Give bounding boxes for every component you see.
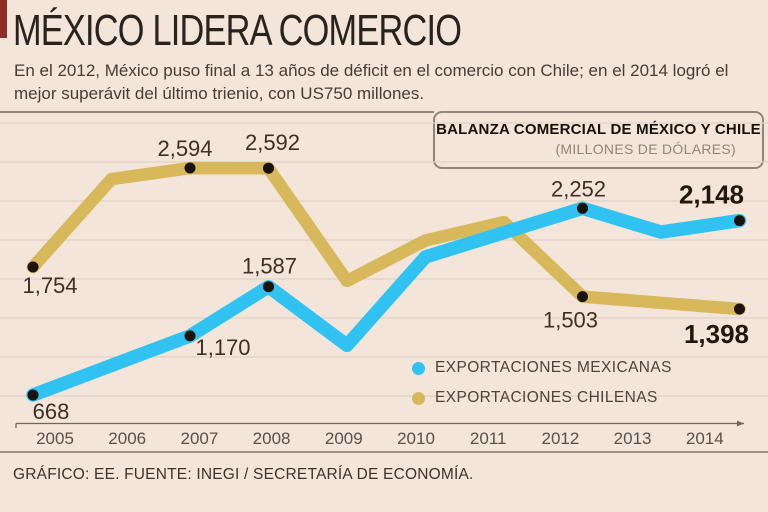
data-label: 2,594: [157, 136, 212, 161]
header-divider: [0, 111, 434, 113]
x-axis-label: 2013: [614, 429, 652, 448]
legend-dot-mexicanas-icon: [412, 361, 425, 375]
chart-title: BALANZA COMERCIAL DE MÉXICO Y CHILE: [436, 121, 761, 138]
data-point-dot: [27, 261, 39, 273]
x-axis-label: 2008: [253, 429, 291, 448]
data-point-dot: [734, 215, 745, 227]
chart-title-panel: BALANZA COMERCIAL DE MÉXICO Y CHILE (MIL…: [433, 111, 764, 169]
legend-item-chilenas: EXPORTACIONES CHILENAS: [412, 387, 672, 409]
page-subtitle: En el 2012, México puso final a 13 años …: [14, 61, 729, 103]
data-label: 2,252: [551, 176, 606, 201]
data-point-dot: [184, 330, 196, 342]
data-point-dot: [263, 162, 274, 174]
footer-divider: [0, 451, 768, 453]
page-title: MÉXICO LIDERA COMERCIO: [13, 6, 462, 55]
chart-legend: EXPORTACIONES MEXICANAS EXPORTACIONES CH…: [412, 357, 672, 417]
x-axis-label: 2011: [470, 429, 507, 448]
data-label: 1,754: [22, 273, 77, 298]
corner-accent-mark: [0, 0, 7, 38]
data-label: 2,592: [245, 130, 300, 155]
data-label: 2,148: [679, 180, 744, 210]
data-label: 1,503: [543, 308, 598, 333]
x-axis-label: 2006: [108, 429, 146, 448]
data-point-dot: [27, 389, 39, 401]
x-axis-label: 2007: [180, 429, 218, 448]
legend-label-chilenas: EXPORTACIONES CHILENAS: [435, 389, 658, 406]
series-line-mexicanas: [26, 201, 747, 402]
data-point-dot: [263, 281, 274, 293]
x-axis-label: 2012: [541, 429, 579, 448]
data-point-dot: [734, 303, 745, 315]
series-line-chilenas: [26, 161, 746, 316]
data-label: 1,170: [195, 335, 250, 360]
source-credit: GRÁFICO: EE. FUENTE: INEGI / SECRETARÍA …: [13, 466, 474, 483]
legend-item-mexicanas: EXPORTACIONES MEXICANAS: [412, 357, 672, 379]
x-axis-label: 2010: [397, 429, 435, 448]
x-axis-arrow-icon: [737, 420, 744, 427]
legend-dot-chilenas-icon: [412, 391, 425, 405]
data-label: 668: [33, 399, 70, 424]
data-label: 1,587: [242, 254, 297, 279]
data-point-dot: [577, 291, 588, 303]
x-axis-label: 2009: [325, 429, 363, 448]
chart-units-label: (MILLONES DE DÓLARES): [555, 141, 736, 157]
x-axis-label: 2014: [686, 429, 724, 448]
x-axis-label: 2005: [36, 429, 74, 448]
data-label: 1,398: [684, 319, 749, 349]
data-point-dot: [577, 202, 588, 214]
data-point-dot: [184, 162, 196, 174]
legend-label-mexicanas: EXPORTACIONES MEXICANAS: [435, 359, 672, 376]
